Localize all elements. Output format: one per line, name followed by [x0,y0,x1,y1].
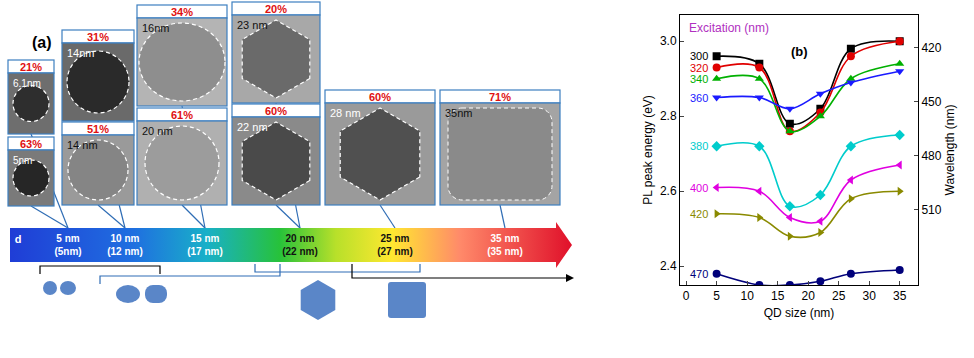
svg-text:420: 420 [921,41,941,55]
svg-text:35 nm: 35 nm [491,233,520,244]
svg-text:21%: 21% [20,61,42,73]
svg-text:28 nm: 28 nm [330,107,361,119]
svg-text:400: 400 [690,182,708,194]
svg-text:10: 10 [740,289,754,303]
svg-text:340: 340 [690,73,708,85]
svg-text:31%: 31% [87,31,109,43]
svg-text:63%: 63% [20,138,42,150]
svg-text:16nm: 16nm [142,22,170,34]
svg-text:20 nm: 20 nm [142,125,173,137]
svg-text:61%: 61% [171,109,193,121]
svg-text:510: 510 [921,203,941,217]
svg-text:30: 30 [863,289,877,303]
svg-text:(22 nm): (22 nm) [282,246,318,257]
svg-text:14nm: 14nm [67,47,95,59]
svg-text:320: 320 [690,62,708,74]
svg-text:6.1nm: 6.1nm [13,78,41,89]
svg-text:(17 nm): (17 nm) [187,246,223,257]
svg-text:10 nm: 10 nm [111,233,140,244]
svg-text:2.4: 2.4 [660,259,677,273]
svg-text:60%: 60% [265,105,287,117]
svg-text:5: 5 [713,289,720,303]
svg-text:20: 20 [801,289,815,303]
svg-text:2.8: 2.8 [660,109,677,123]
svg-text:35nm: 35nm [445,107,473,119]
svg-text:2.6: 2.6 [660,184,677,198]
svg-text:15: 15 [771,289,785,303]
svg-text:22 nm: 22 nm [237,121,268,133]
svg-text:3.0: 3.0 [660,34,677,48]
svg-text:20%: 20% [265,3,287,15]
svg-text:15 nm: 15 nm [191,233,220,244]
svg-text:360: 360 [690,92,708,104]
svg-text:(b): (b) [791,44,808,59]
svg-text:20 nm: 20 nm [286,233,315,244]
svg-text:14 nm: 14 nm [67,139,98,151]
svg-text:5nm: 5nm [13,155,32,166]
svg-text:23 nm: 23 nm [237,19,268,31]
svg-text:380: 380 [690,140,708,152]
svg-text:25: 25 [832,289,846,303]
svg-text:d: d [15,233,22,245]
svg-text:60%: 60% [369,91,391,103]
svg-text:Excitation (nm): Excitation (nm) [689,21,769,35]
svg-text:(35 nm): (35 nm) [487,246,523,257]
svg-text:Wavelength (nm): Wavelength (nm) [943,105,957,196]
svg-text:5 nm: 5 nm [56,233,79,244]
svg-text:34%: 34% [171,6,193,18]
svg-text:(a): (a) [32,34,52,51]
svg-text:QD size (nm): QD size (nm) [764,306,835,320]
svg-text:480: 480 [921,149,941,163]
svg-text:51%: 51% [87,123,109,135]
svg-text:PL peak energy (eV): PL peak energy (eV) [641,95,655,205]
svg-text:470: 470 [690,268,708,280]
svg-text:25 nm: 25 nm [381,233,410,244]
svg-text:(12 nm): (12 nm) [107,246,143,257]
svg-text:0: 0 [683,289,690,303]
svg-text:420: 420 [690,208,708,220]
svg-text:450: 450 [921,95,941,109]
svg-text:(5nm): (5nm) [54,246,81,257]
svg-text:71%: 71% [489,91,511,103]
svg-text:35: 35 [893,289,907,303]
svg-text:300: 300 [690,50,708,62]
svg-text:(27 nm): (27 nm) [377,246,413,257]
